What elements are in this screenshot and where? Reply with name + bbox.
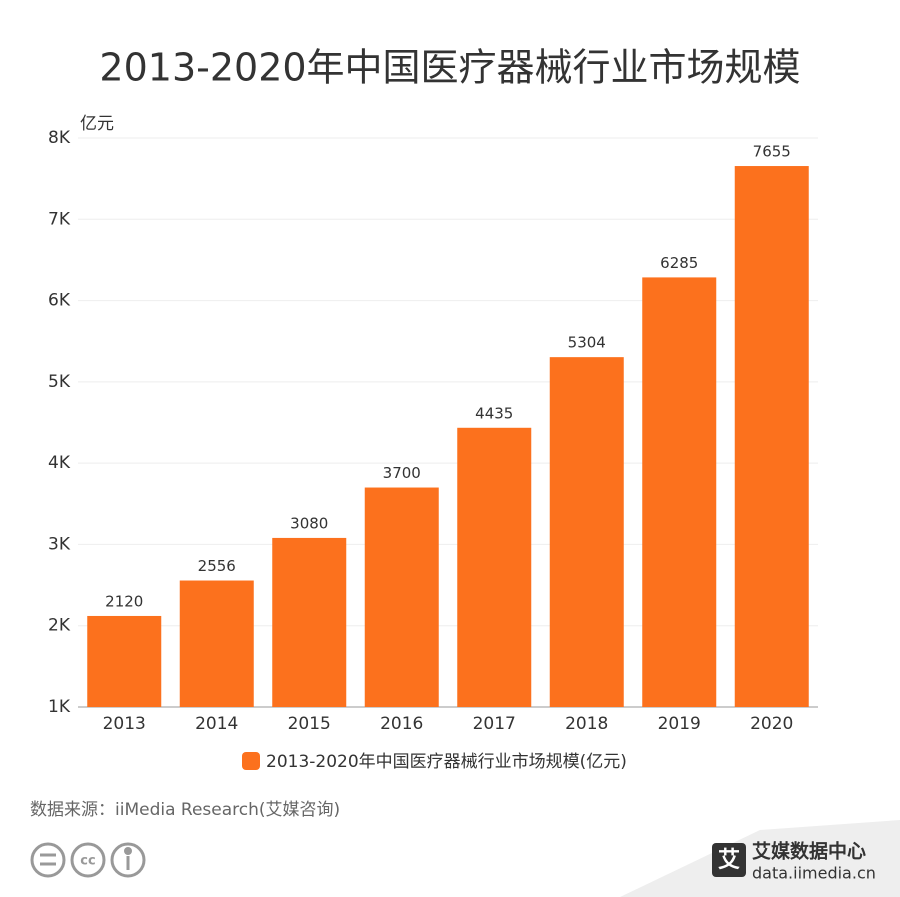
data-label: 3080 [290, 514, 328, 532]
brand-name: 艾媒数据中心 [752, 840, 866, 863]
logo-mark [712, 843, 746, 877]
y-axis-label: 亿元 [80, 114, 114, 134]
chart-title: 2013-2020年中国医疗器械行业市场规模 [99, 46, 800, 90]
data-label: 3700 [383, 464, 421, 482]
y-tick-label: 7K [48, 209, 71, 229]
data-label: 4435 [475, 404, 513, 422]
brand-url: data.iimedia.cn [752, 864, 876, 883]
bar [179, 580, 254, 707]
y-tick-label: 2K [48, 616, 71, 636]
data-label: 5304 [568, 334, 606, 352]
y-tick-label: 4K [48, 453, 71, 473]
logo-glyph: 艾 [718, 848, 740, 873]
y-tick-label: 6K [48, 291, 71, 311]
y-tick-label: 3K [48, 534, 71, 554]
data-label: 2120 [105, 592, 143, 610]
x-tick-label: 2019 [658, 714, 701, 734]
svg-text:cc: cc [80, 854, 95, 869]
data-label: 2556 [198, 557, 236, 575]
data-label: 6285 [660, 254, 698, 272]
x-tick-label: 2015 [288, 714, 331, 734]
x-tick-label: 2014 [195, 714, 238, 734]
y-tick-label: 8K [48, 128, 71, 148]
y-tick-label: 5K [48, 372, 71, 392]
x-tick-label: 2013 [103, 714, 146, 734]
bar [549, 357, 624, 707]
bar [642, 277, 717, 707]
x-tick-label: 2020 [750, 714, 793, 734]
x-tick-label: 2018 [565, 714, 608, 734]
bar [364, 487, 439, 707]
legend-swatch [242, 752, 260, 770]
bar [457, 427, 532, 707]
bar [272, 537, 347, 707]
x-tick-label: 2016 [380, 714, 423, 734]
legend-label: 2013-2020年中国医疗器械行业市场规模(亿元) [266, 752, 627, 772]
x-tick-label: 2017 [473, 714, 516, 734]
bar [734, 166, 809, 707]
data-label: 7655 [753, 143, 791, 161]
footer-band [620, 820, 900, 897]
license-icons: cc [30, 842, 146, 878]
bar [87, 615, 162, 707]
y-tick-label: 1K [48, 697, 71, 717]
source-note: 数据来源：iiMedia Research(艾媒咨询) [30, 800, 340, 820]
